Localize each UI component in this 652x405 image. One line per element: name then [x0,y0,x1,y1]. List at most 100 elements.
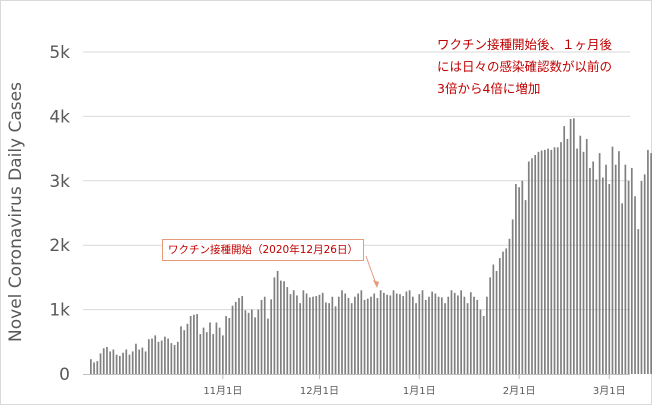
bar [614,164,617,374]
bar [218,327,221,374]
x-tick-label: 2月1日 [503,385,536,397]
bar [505,248,508,374]
bar [141,347,144,374]
bar [325,302,327,374]
bar [595,179,598,374]
y-tick-label: 0 [59,365,70,385]
bar [160,340,163,374]
vaccination-start-callout: ワクチン接種開始（2020年12月26日） [162,239,364,261]
bar [270,299,273,374]
bar [627,180,630,374]
bar [244,310,247,374]
bar [405,291,408,374]
y-axis-title: Novel Coronavirus Daily Cases [6,82,26,342]
bar [383,292,385,374]
bar [553,147,556,374]
bar [460,290,462,374]
bar [576,148,578,374]
bar [247,312,250,374]
bar [531,158,533,374]
bar [315,296,318,374]
bar [608,184,611,374]
bar [650,153,652,374]
bar [621,203,623,374]
bar [450,290,453,374]
bar [395,293,398,374]
bar [473,296,475,374]
bar [469,292,472,374]
bar [366,298,369,374]
bar [196,314,198,374]
bar [618,151,620,374]
bar [386,294,388,374]
bar [585,138,588,374]
bar [569,118,572,374]
bar [521,180,524,374]
bar [334,306,337,374]
bar [370,296,372,374]
bar [193,314,195,374]
bar [234,301,237,374]
bar [444,303,446,374]
bar [215,322,218,374]
bar [305,293,308,374]
bar [222,335,224,374]
bar [118,355,121,374]
bar [437,296,440,374]
bar [122,352,124,374]
bar [389,295,392,374]
bar [373,293,376,374]
bar [518,187,520,374]
bar [173,345,176,374]
bar [486,296,488,374]
bar [498,258,501,374]
bar [424,299,427,374]
bar [592,161,595,374]
bar [508,238,511,374]
bar [544,149,546,374]
bar [263,296,266,374]
bar [99,353,102,374]
increase-note: ワクチン接種開始後、１ヶ月後 には日々の感染確認数が以前の 3倍から4倍に増加 [437,37,613,96]
bar [492,264,495,374]
bar [154,335,157,374]
bar [579,135,582,374]
bar [144,351,147,374]
bar [515,184,517,374]
x-tick-label: 11月1日 [203,385,242,397]
bar [199,334,202,374]
bar [308,297,311,374]
bar [212,334,215,374]
bar [205,332,208,374]
bar [392,290,395,374]
bar [260,299,263,374]
bar [267,318,269,374]
bar [611,146,614,374]
bar [476,299,479,374]
bar [415,303,417,374]
bar [241,296,244,374]
bar [337,296,340,374]
bar [251,309,253,374]
bar [347,298,350,374]
bar [302,290,305,374]
bar [573,118,575,374]
bar [180,326,182,374]
bar [131,351,134,374]
bar [228,317,231,374]
bar [379,290,382,374]
bar [598,153,601,374]
bar [376,298,379,374]
bar [418,294,421,374]
bar [399,294,401,374]
bar [402,296,405,374]
bar [408,290,411,374]
y-tick-label: 5k [49,43,70,63]
bar [328,303,330,374]
bar [537,151,540,374]
bar [90,359,92,374]
callout-arrowhead [373,280,379,288]
bar [209,322,211,374]
bar [489,277,491,374]
bar [354,296,356,374]
